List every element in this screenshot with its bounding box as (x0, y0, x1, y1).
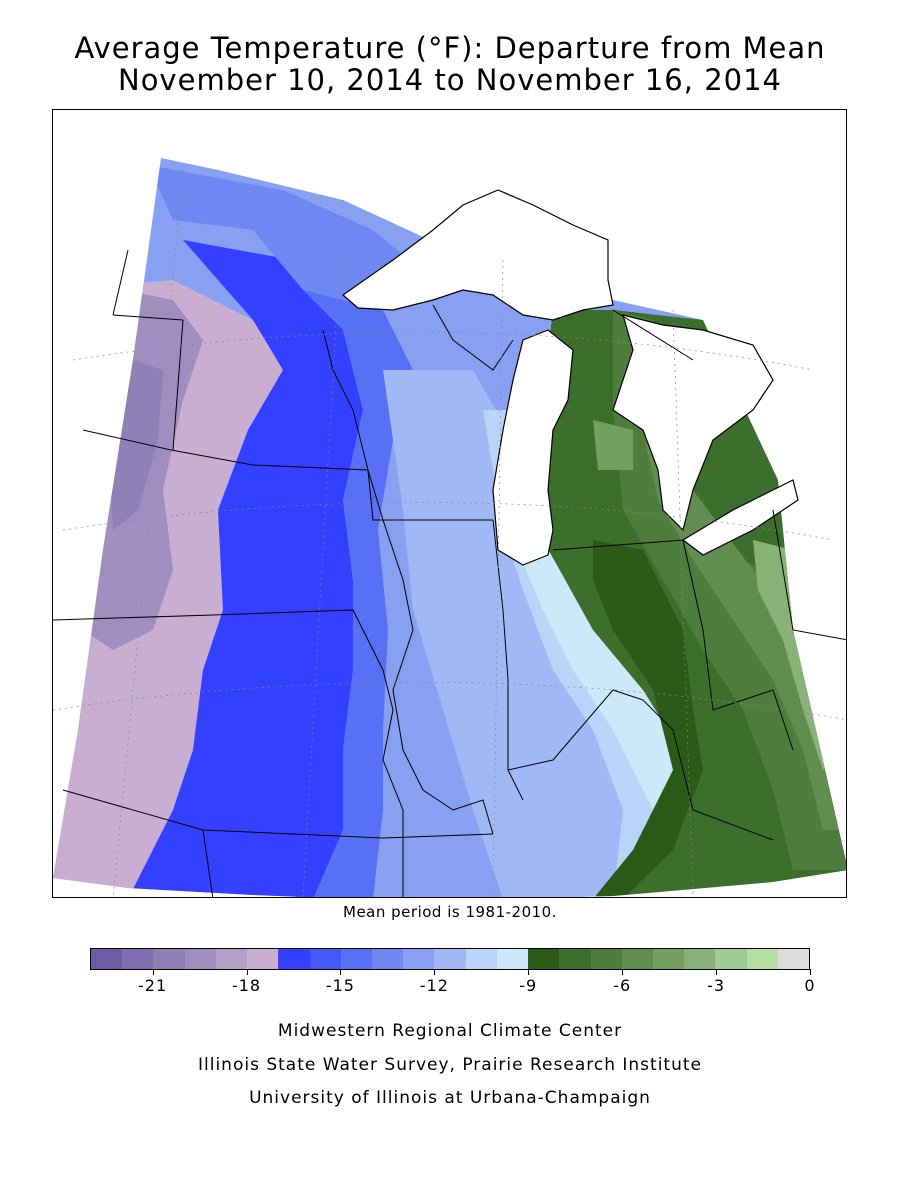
legend-swatch (496, 949, 529, 969)
legend-tick (810, 969, 811, 975)
legend-tick (152, 969, 154, 975)
legend-swatch (559, 949, 591, 969)
legend-tick (246, 969, 248, 975)
graticule (53, 169, 846, 897)
legend-tick-label: -9 (519, 976, 538, 995)
state-boundaries (53, 249, 846, 897)
legend-tick-label: -12 (419, 976, 449, 995)
legend-swatch (715, 949, 747, 969)
credit-isws: Illinois State Water Survey, Prairie Res… (198, 1055, 702, 1075)
lake-huron (612, 314, 774, 532)
legend-tick (340, 969, 342, 975)
legend-swatch (621, 949, 653, 969)
legend-swatch (247, 949, 279, 969)
legend-swatch (403, 949, 435, 969)
legend-swatch (371, 949, 404, 969)
legend-swatch (278, 949, 310, 969)
legend-tick (716, 969, 718, 975)
legend-tick (528, 969, 530, 975)
mean-period-note: Mean period is 1981-2010. (343, 903, 557, 921)
legend-tick-label: -21 (138, 976, 168, 995)
map-date-range: November 10, 2014 to November 16, 2014 (118, 63, 782, 97)
legend-swatch (215, 949, 248, 969)
legend-swatch (777, 949, 810, 969)
legend-swatch (153, 949, 185, 969)
credit-uiuc: University of Illinois at Urbana-Champai… (249, 1088, 651, 1108)
legend-tick-label: -15 (325, 976, 355, 995)
map-title: Average Temperature (°F): Departure from… (74, 31, 826, 65)
legend-tick-label: -18 (231, 976, 262, 995)
legend-tick-label: -6 (613, 976, 632, 995)
lake-superior (342, 189, 614, 321)
legend-swatch (340, 949, 372, 969)
legend-swatch (746, 949, 778, 969)
lake-erie (681, 479, 799, 556)
credit-mrcc: Midwestern Regional Climate Center (277, 1021, 623, 1041)
legend-tick (622, 969, 624, 975)
legend-tick-label: -3 (707, 976, 726, 995)
legend-swatch (309, 949, 341, 969)
great-lakes (342, 189, 799, 566)
legend-swatch (465, 949, 497, 969)
color-legend (90, 948, 810, 970)
legend-swatch (590, 949, 622, 969)
legend-swatch (91, 949, 123, 969)
legend-swatch (434, 949, 466, 969)
map-frame (52, 109, 847, 898)
legend-tick-label: 0 (804, 976, 816, 995)
temperature-departure-map (53, 158, 846, 897)
legend-swatch (652, 949, 685, 969)
legend-swatch (684, 949, 716, 969)
legend-swatch (528, 949, 560, 969)
legend-swatch (184, 949, 216, 969)
lake-michigan (492, 329, 574, 566)
legend-swatch (122, 949, 154, 969)
legend-tick (434, 969, 436, 975)
